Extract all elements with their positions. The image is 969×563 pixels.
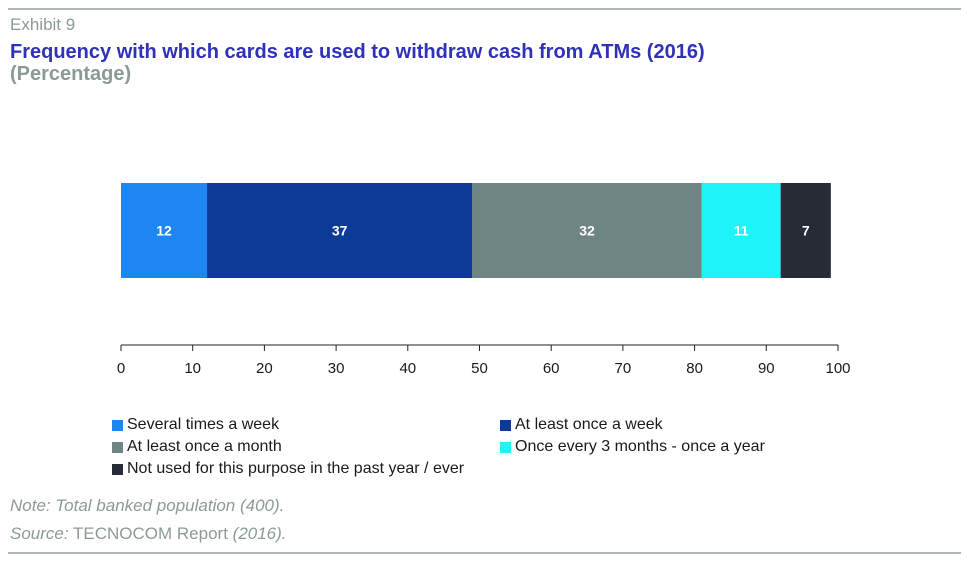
legend-item-5: Not used for this purpose in the past ye… xyxy=(112,460,464,478)
legend-item-2: At least once a week xyxy=(500,416,663,434)
bar-segment-3 xyxy=(472,183,702,278)
data-label-1: 12 xyxy=(156,223,172,239)
bottom-rule xyxy=(8,552,961,554)
x-tick-label-40: 40 xyxy=(399,360,416,377)
legend-label-1: Several times a week xyxy=(127,416,280,433)
legend-swatch-2 xyxy=(500,419,511,431)
legend-item-1: Several times a week xyxy=(112,416,279,434)
x-tick-label-10: 10 xyxy=(184,360,201,377)
legend-label-4: Once every 3 months - once a year xyxy=(515,438,765,455)
x-tick-label-80: 80 xyxy=(686,360,703,377)
stacked-bar-chart: 12 37 32 11 7 0 10 20 30 40 50 60 70 80 90 100 xyxy=(117,183,851,377)
legend-item-3: At least once a month xyxy=(112,438,282,456)
data-label-3: 32 xyxy=(579,223,595,239)
x-tick-label-60: 60 xyxy=(543,360,560,377)
x-tick-label-20: 20 xyxy=(256,360,273,377)
data-label-4: 11 xyxy=(734,223,749,239)
legend-swatch-3 xyxy=(112,441,123,453)
legend-swatch-1 xyxy=(112,419,123,431)
bar-segment-2 xyxy=(207,183,473,278)
bar-segment-4 xyxy=(701,183,781,278)
x-tick-label-100: 100 xyxy=(825,360,850,377)
legend-swatch-4 xyxy=(500,441,511,453)
chart-subtitle: (Percentage) xyxy=(10,63,132,85)
legend-label-3: At least once a month xyxy=(127,438,282,455)
source-year: (2016). xyxy=(232,524,287,543)
source-label: Source: xyxy=(10,524,69,543)
source-text: TECNOCOM Report xyxy=(68,524,233,543)
bar-segment-1 xyxy=(121,183,208,278)
x-axis: 0 10 20 30 40 50 60 70 80 90 100 xyxy=(117,344,851,377)
data-label-5: 7 xyxy=(802,223,810,239)
data-label-2: 37 xyxy=(332,223,348,239)
chart-title: Frequency with which cards are used to w… xyxy=(10,41,705,63)
exhibit-label: Exhibit 9 xyxy=(10,15,76,34)
legend-swatch-5 xyxy=(112,463,123,475)
bar-group: 12 37 32 11 7 xyxy=(121,183,831,278)
bar-segment-5 xyxy=(780,183,831,278)
chart-note: Note: Total banked population (400). xyxy=(10,496,285,515)
legend-label-5: Not used for this purpose in the past ye… xyxy=(127,460,465,477)
x-tick-label-70: 70 xyxy=(615,360,632,377)
top-rule xyxy=(8,8,961,10)
x-tick-label-90: 90 xyxy=(758,360,775,377)
x-tick-label-30: 30 xyxy=(328,360,345,377)
chart-source: Source: TECNOCOM Report (2016). xyxy=(10,524,287,544)
x-tick-label-0: 0 xyxy=(117,360,125,377)
legend-item-4: Once every 3 months - once a year xyxy=(500,438,765,456)
x-tick-label-50: 50 xyxy=(471,360,488,377)
legend-label-2: At least once a week xyxy=(515,416,663,433)
